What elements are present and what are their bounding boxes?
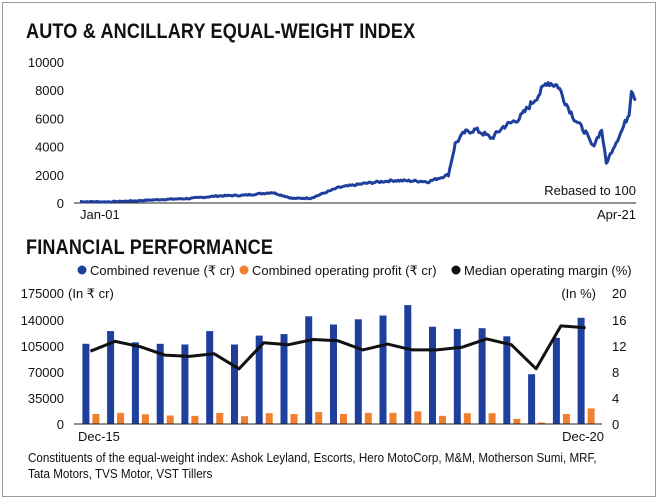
profit-bar xyxy=(414,411,422,424)
revenue-bar xyxy=(231,344,238,424)
profit-bar xyxy=(92,414,100,424)
profit-bar xyxy=(241,416,248,424)
revenue-bar xyxy=(255,335,263,424)
profit-bar xyxy=(364,412,372,424)
revenue-bar xyxy=(453,328,461,424)
right-y-tick-label: 4 xyxy=(612,391,619,406)
right-y-tick-label: 20 xyxy=(612,286,626,301)
index-line-chart: 0 2000 4000 6000 8000 10000 Rebased to 100 Jan-… xyxy=(28,55,637,222)
profit-bar xyxy=(439,415,446,424)
right-y-tick-label: 12 xyxy=(612,339,626,354)
profit-bar xyxy=(265,413,273,424)
profit-bar xyxy=(315,412,323,424)
profit-bar xyxy=(117,412,125,424)
revenue-bar xyxy=(429,326,436,424)
constituents-footnote: Constituents of the equal-weight index: … xyxy=(28,451,597,481)
index-x-start-label: Jan-01 xyxy=(80,207,120,222)
revenue-bar xyxy=(552,337,560,424)
left-axis-unit: (In ₹ cr) xyxy=(68,286,114,301)
legend-marker xyxy=(77,265,87,275)
profit-bar xyxy=(389,412,397,424)
right-y-tick-label: 8 xyxy=(612,365,619,380)
financial-chart-title: FINANCIAL PERFORMANCE xyxy=(26,236,274,259)
profit-bar xyxy=(587,408,595,424)
left-y-tick-label: 175000 xyxy=(21,286,64,301)
profit-bar xyxy=(166,415,174,424)
revenue-bar xyxy=(156,343,164,424)
financial-x-start-label: Dec-15 xyxy=(78,429,120,444)
index-series-line xyxy=(79,81,637,204)
profit-bar xyxy=(538,422,546,424)
index-y-tick-label: 8000 xyxy=(35,83,64,98)
revenue-bar xyxy=(354,319,362,424)
index-x-end-label: Apr-21 xyxy=(597,207,636,222)
left-y-tick-label: 35000 xyxy=(28,391,64,406)
legend-marker xyxy=(239,265,249,275)
profit-bar xyxy=(340,414,347,424)
profit-bar xyxy=(191,415,199,424)
legend-marker xyxy=(451,265,461,275)
index-y-tick-label: 2000 xyxy=(35,168,64,183)
profit-bar xyxy=(290,414,298,424)
revenue-bar xyxy=(181,344,189,424)
left-y-tick-label: 105000 xyxy=(21,339,64,354)
index-y-tick-label: 4000 xyxy=(35,140,64,155)
right-y-tick-label: 16 xyxy=(612,313,626,328)
profit-bar xyxy=(513,418,521,424)
profit-bar xyxy=(562,414,570,424)
margin-series-line xyxy=(89,324,586,371)
legend-label: Median operating margin (%) xyxy=(464,263,632,278)
figure-frame xyxy=(2,2,656,497)
left-y-tick-label: 140000 xyxy=(21,313,64,328)
revenue-bar xyxy=(305,316,313,424)
revenue-bar xyxy=(330,324,337,424)
rebased-annotation: Rebased to 100 xyxy=(544,183,636,198)
profit-bar xyxy=(463,413,471,424)
right-axis-unit: (In %) xyxy=(561,286,596,301)
legend-label: Combined operating profit (₹ cr) xyxy=(252,263,437,278)
revenue-bar xyxy=(379,315,387,424)
index-y-tick-label: 6000 xyxy=(35,111,64,126)
revenue-bar xyxy=(280,334,288,424)
index-y-tick-label: 10000 xyxy=(28,55,64,70)
left-y-tick-label: 70000 xyxy=(28,365,64,380)
left-y-tick-label: 0 xyxy=(57,417,64,432)
revenue-bar xyxy=(503,336,511,424)
revenue-bar xyxy=(82,343,90,424)
revenue-bar xyxy=(206,331,214,424)
revenue-bar xyxy=(577,317,585,424)
revenue-bar xyxy=(478,328,486,424)
revenue-bar xyxy=(404,305,412,424)
profit-bar xyxy=(141,414,149,424)
profit-bar xyxy=(488,413,496,424)
right-y-tick-label: 0 xyxy=(612,417,619,432)
index-chart-title: AUTO & ANCILLARY EQUAL-WEIGHT INDEX xyxy=(26,20,416,43)
financial-x-end-label: Dec-20 xyxy=(562,429,604,444)
revenue-bar xyxy=(528,374,536,424)
profit-bar xyxy=(216,412,224,424)
revenue-bar xyxy=(107,331,115,424)
legend-label: Combined revenue (₹ cr) xyxy=(90,263,235,278)
revenue-bar xyxy=(131,342,139,424)
index-y-tick-label: 0 xyxy=(57,196,64,211)
